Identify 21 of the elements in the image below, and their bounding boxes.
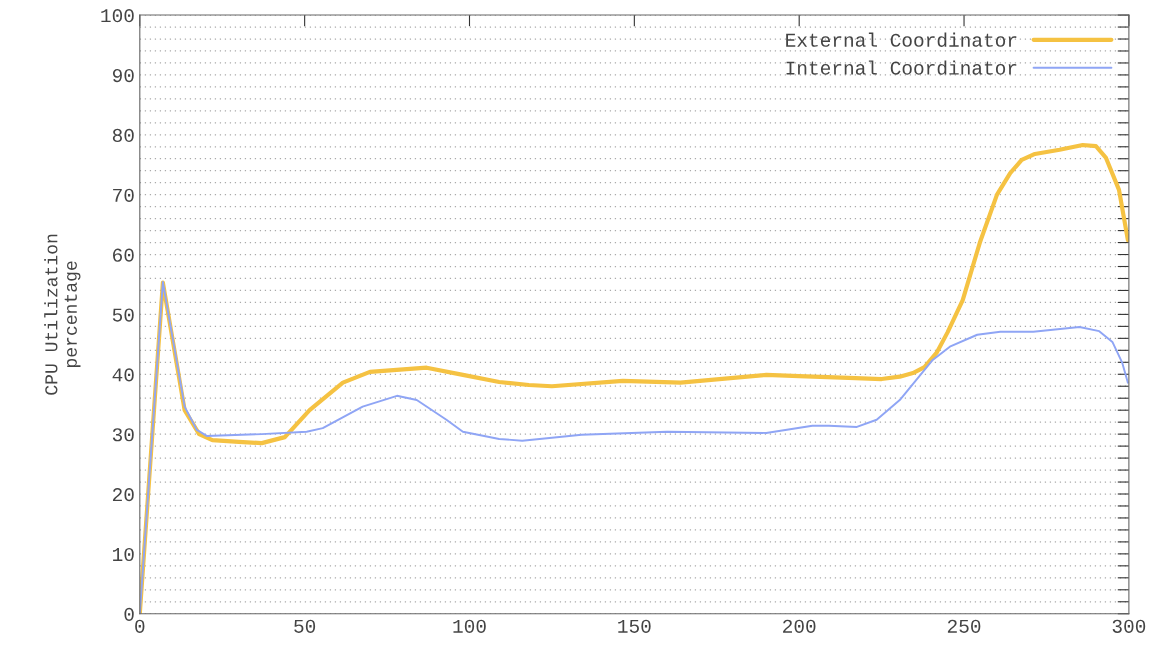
x-tick-label: 150 xyxy=(618,619,651,633)
y-tick-label: 0 xyxy=(124,607,134,621)
x-tick-label: 200 xyxy=(783,619,816,633)
x-tick-label: 250 xyxy=(947,619,981,633)
y-tick-label: 50 xyxy=(112,308,134,322)
y-tick-label: 60 xyxy=(113,248,134,262)
y-tick-label: 90 xyxy=(112,68,134,83)
x-tick-label: 300 xyxy=(1112,619,1146,633)
legend-label: External Coordinator xyxy=(786,32,1017,47)
y-tick-label: 10 xyxy=(113,547,134,562)
y-axis-title: CPU Utilization percentage xyxy=(44,234,81,395)
y-tick-label: 20 xyxy=(112,488,134,502)
legend-label: Internal Coordinator xyxy=(786,60,1017,75)
y-tick-label: 40 xyxy=(112,368,134,382)
y-tick-label: 100 xyxy=(101,9,134,23)
y-tick-label: 70 xyxy=(113,188,134,202)
x-tick-label: 50 xyxy=(294,619,316,633)
x-tick-label: 0 xyxy=(135,619,145,633)
x-tick-label: 100 xyxy=(453,619,486,633)
y-tick-label: 30 xyxy=(112,428,134,442)
y-tick-label: 80 xyxy=(112,128,134,143)
